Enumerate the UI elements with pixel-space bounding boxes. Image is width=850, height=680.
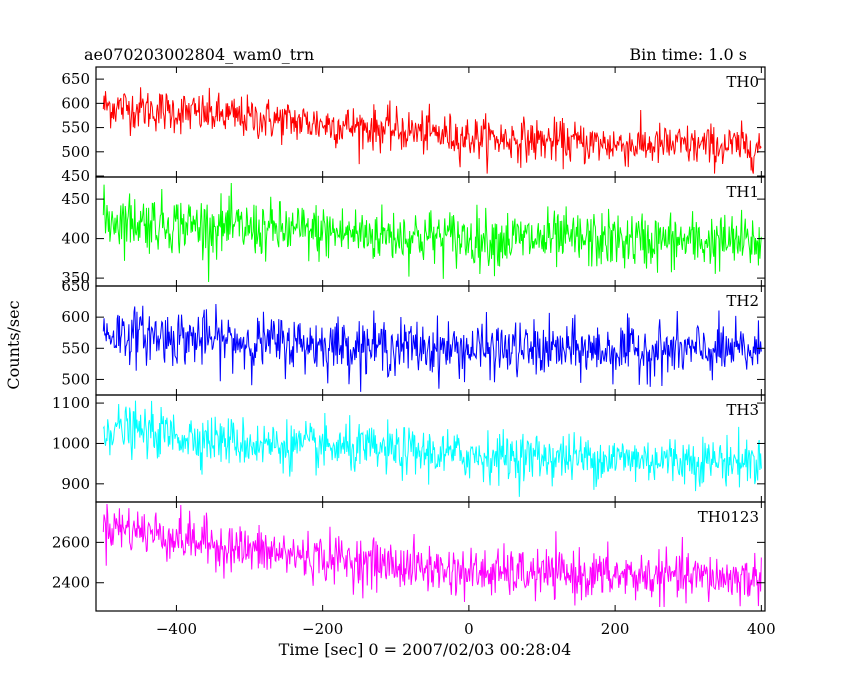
x-axis-label: Time [sec] 0 = 2007/02/03 00:28:04	[279, 640, 572, 659]
y-tick-label: 500	[61, 370, 90, 388]
panel-th3: 900 1000 1100 TH3	[52, 394, 766, 503]
y-axis-label: Counts/sec	[4, 300, 23, 389]
y-tick-label: 2600	[52, 533, 90, 551]
y-tick-label: 600	[61, 94, 90, 112]
panel-frame	[95, 501, 766, 612]
y-tick-label: 400	[61, 230, 90, 248]
y-tick-label: 550	[61, 339, 90, 357]
series-line-th3	[102, 400, 762, 497]
series-line-th1	[102, 182, 762, 283]
panel-frame	[95, 285, 766, 396]
panel-label: TH2	[726, 292, 759, 310]
x-tick-label: 200	[601, 620, 630, 638]
y-tick-label: 350	[61, 269, 90, 287]
y-tick-label: 650	[61, 277, 90, 295]
y-tick-label: 1100	[52, 394, 90, 412]
panel-th0: 450 500 550 600 650 TH0	[61, 66, 766, 185]
panel-label: TH0123	[698, 508, 759, 526]
x-tick-labels: −400 −200 0 200 400	[156, 620, 776, 638]
x-tick-label: 400	[747, 620, 776, 638]
y-tick-label: 900	[61, 475, 90, 493]
y-tick-label: 650	[61, 70, 90, 88]
x-tick-label: 0	[464, 620, 474, 638]
y-tick-label: 450	[61, 167, 90, 185]
y-tick-label: 600	[61, 308, 90, 326]
panel-frame	[95, 66, 766, 178]
series-line-th0	[102, 87, 762, 174]
panel-label: TH0	[726, 73, 759, 91]
y-tick-label: 500	[61, 143, 90, 161]
series-line-th0123	[102, 503, 762, 607]
y-tick-label: 550	[61, 119, 90, 137]
panel-label: TH1	[726, 183, 759, 201]
y-tick-label: 1000	[52, 434, 90, 452]
panel-th2: 500 550 600 650 TH2	[61, 277, 766, 396]
y-tick-label: 2400	[52, 574, 90, 592]
y-tick-label: 450	[61, 190, 90, 208]
panel-label: TH3	[726, 401, 759, 419]
x-tick-label: −200	[302, 620, 343, 638]
panels-layer: 450 500 550 600 650 TH0 350 400 450 TH1 500 550 600 6…	[52, 66, 776, 638]
series-line-th2	[102, 303, 762, 392]
bin-time-label: Bin time: 1.0 s	[629, 45, 747, 64]
x-tick-label: −400	[156, 620, 197, 638]
panel-th0123: 2400 2600 TH0123	[52, 501, 766, 612]
panel-th1: 350 400 450 TH1	[61, 176, 766, 287]
chart-title: ae070203002804_wam0_trn	[84, 45, 315, 64]
